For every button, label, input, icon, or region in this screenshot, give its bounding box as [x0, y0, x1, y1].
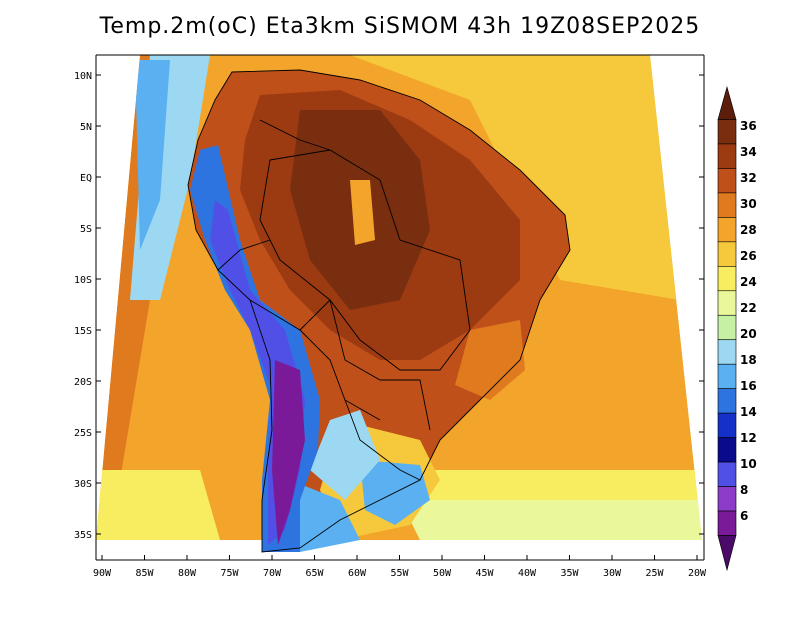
colorbar-segment — [717, 168, 737, 194]
lat-label: 10N — [74, 71, 92, 82]
colorbar-label: 6 — [740, 509, 748, 523]
lon-label: 30W — [603, 568, 622, 579]
lat-label: 20S — [74, 377, 92, 388]
colorbar-segment — [717, 241, 737, 267]
colorbar-label: 36 — [740, 119, 757, 133]
latitude-axis: 10N 5N EQ 5S 10S 15S 20S 25S 30S 35S — [74, 71, 704, 541]
colorbar-label: 8 — [740, 483, 748, 497]
lon-label: 55W — [390, 568, 409, 579]
colorbar-bottom-arrow — [717, 535, 737, 572]
lat-label: 15S — [74, 326, 92, 337]
lat-label: 5S — [80, 224, 92, 235]
colorbar-label: 10 — [740, 457, 757, 471]
colorbar-segment — [717, 339, 737, 365]
lon-label: 45W — [475, 568, 494, 579]
lon-label: 65W — [305, 568, 324, 579]
colorbar-label: 12 — [740, 431, 757, 445]
colorbar-label: 20 — [740, 327, 757, 341]
colorbar-label: 18 — [740, 353, 757, 367]
lon-label: 60W — [348, 568, 367, 579]
lon-label: 40W — [518, 568, 537, 579]
south-america-landmass — [188, 70, 570, 552]
map-title: Temp.2m(oC) Eta3km SiSMOM 43h 19Z08SEP20… — [99, 14, 701, 39]
colorbar-segment — [717, 510, 737, 536]
lon-label: 70W — [263, 568, 282, 579]
colorbar-segment — [717, 486, 737, 512]
lat-label: 35S — [74, 530, 92, 541]
colorbar-label: 34 — [740, 145, 757, 159]
colorbar: 36 34 32 30 28 26 24 22 20 18 16 14 12 10 8 6 — [717, 85, 757, 572]
colorbar-segment — [717, 461, 737, 487]
colorbar-label: 16 — [740, 379, 757, 393]
lon-label: 35W — [560, 568, 579, 579]
colorbar-segment — [717, 314, 737, 341]
lat-label: 10S — [74, 275, 92, 286]
colorbar-label: 14 — [740, 405, 757, 419]
lat-label: 25S — [74, 428, 92, 439]
lat-label: 5N — [80, 122, 92, 133]
colorbar-segment — [717, 388, 737, 414]
colorbar-label: 30 — [740, 197, 757, 211]
colorbar-label: 32 — [740, 171, 757, 185]
colorbar-label: 22 — [740, 301, 757, 315]
longitude-axis: 90W 85W 80W 75W 70W 65W 60W 55W 50W 45W 40W 35W 30W 2… — [93, 555, 707, 579]
colorbar-segment — [717, 217, 737, 243]
lat-label: 30S — [74, 479, 92, 490]
colorbar-segment — [717, 412, 737, 438]
lon-label: 20W — [688, 568, 707, 579]
colorbar-segment — [717, 192, 737, 218]
colorbar-segment — [717, 119, 737, 145]
colorbar-segment — [717, 290, 737, 316]
lat-label: EQ — [80, 173, 92, 184]
colorbar-segment — [717, 143, 737, 169]
lon-label: 75W — [220, 568, 239, 579]
lon-label: 50W — [433, 568, 452, 579]
colorbar-segment — [717, 437, 737, 463]
country-borders — [187, 69, 571, 553]
lon-label: 25W — [645, 568, 664, 579]
colorbar-label: 28 — [740, 223, 757, 237]
lon-label: 80W — [178, 568, 197, 579]
colorbar-segment — [717, 363, 737, 389]
lon-label: 90W — [93, 568, 112, 579]
colorbar-label: 26 — [740, 249, 757, 263]
colorbar-label: 24 — [740, 275, 757, 289]
lon-label: 85W — [135, 568, 154, 579]
colorbar-segment — [717, 266, 737, 292]
colorbar-top-arrow — [717, 85, 737, 120]
